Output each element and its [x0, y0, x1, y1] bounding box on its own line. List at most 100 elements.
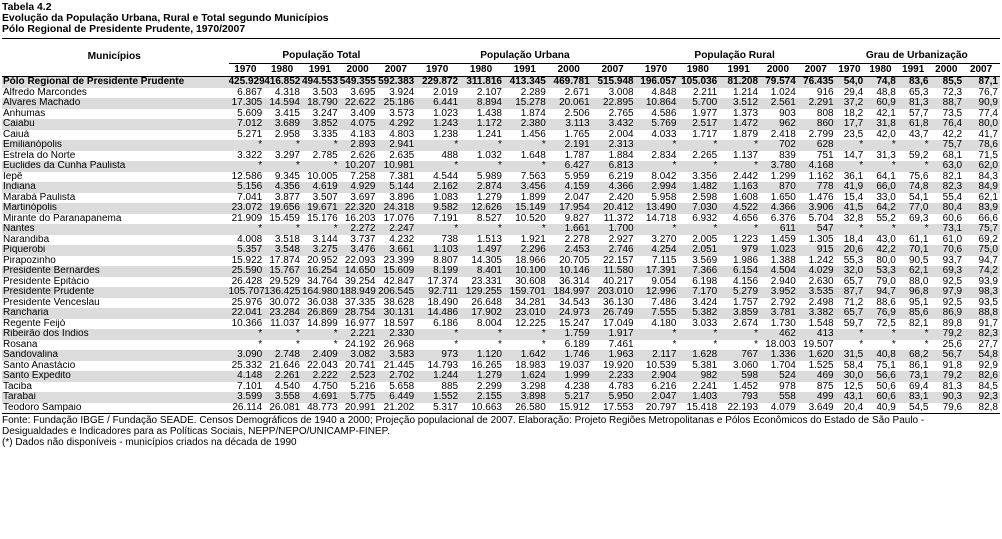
- cell: 1.552: [416, 392, 461, 403]
- cell: 808: [816, 108, 834, 119]
- cell: 20.705: [559, 255, 590, 266]
- cell: 547: [797, 224, 836, 235]
- cell: 1.650: [770, 192, 796, 203]
- cell: 60,6: [865, 392, 898, 403]
- cell: 916: [816, 87, 834, 98]
- cell: *: [498, 339, 502, 350]
- cell: 42,1: [876, 108, 896, 119]
- cell: 1.917: [591, 329, 636, 340]
- cell: 74,8: [897, 182, 931, 193]
- cell: 17.391: [635, 266, 679, 277]
- table-row: Rancharia 22.041 23.284 26.869 28.754 30.131 1…: [2, 308, 1000, 319]
- cell: 16.265: [471, 360, 502, 371]
- cell: 1.083: [433, 192, 459, 203]
- cell: 1.172: [460, 119, 504, 130]
- cell: 1.243: [416, 119, 461, 130]
- cell: 32,8: [843, 213, 864, 224]
- cell: 85,5: [930, 76, 965, 88]
- cell: 84,5: [978, 381, 998, 392]
- cell: 5.769: [635, 119, 679, 130]
- cell: 70,1: [897, 245, 931, 256]
- cell: 5.144: [377, 182, 417, 193]
- cell: *: [635, 329, 679, 340]
- cell: 2.958: [274, 129, 300, 140]
- table-row: Presidente Venceslau 25.976 30.072 36.038 37…: [2, 298, 1000, 309]
- cell: 12.225: [515, 318, 546, 329]
- cell: 93,9: [978, 276, 998, 287]
- cell: 4.803: [389, 129, 415, 140]
- cell: 3.008: [608, 87, 634, 98]
- cell: *: [835, 140, 866, 151]
- cell: 515.948: [591, 76, 636, 88]
- cell: 76,4: [930, 119, 965, 130]
- cell: 2.221: [339, 329, 378, 340]
- cell: 6.449: [377, 392, 417, 403]
- cell: 1.497: [460, 245, 504, 256]
- table-label: Tabela 4.2: [2, 2, 52, 13]
- cell: 6.216: [651, 381, 677, 392]
- cell: 75,0: [964, 245, 1000, 256]
- cell: 413.345: [503, 76, 548, 88]
- cell: 2.874: [460, 182, 504, 193]
- table-row: Santo Anastácio 25.332 21.646 22.043 20.741 2…: [2, 361, 1000, 372]
- cell: 34.281: [515, 297, 546, 308]
- cell: 90,5: [909, 255, 929, 266]
- cell: 89,8: [942, 318, 963, 329]
- cell: 3.298: [520, 381, 546, 392]
- cell: *: [460, 224, 504, 235]
- municipios-header: Municípios: [2, 38, 229, 77]
- row-name: Álvares Machado: [2, 98, 229, 109]
- cell: 20.412: [591, 203, 636, 214]
- cell: 74,2: [964, 266, 1000, 277]
- cell: 1.730: [770, 318, 796, 329]
- row-name: Pirapozinho: [3, 255, 56, 266]
- cell: 1.438: [476, 108, 502, 119]
- cell: 2.004: [608, 129, 634, 140]
- year-header: 2007: [964, 63, 1000, 77]
- cell: 4.783: [608, 381, 634, 392]
- cell: 229.872: [416, 76, 461, 88]
- cell: 75,7: [964, 224, 1000, 235]
- cell: 2.265: [692, 150, 718, 161]
- cell: 15.278: [503, 98, 548, 109]
- cell: 93,7: [942, 255, 963, 266]
- cell: 24.318: [377, 203, 417, 214]
- cell: 64,1: [876, 171, 896, 182]
- cell: 43,0: [876, 234, 896, 245]
- cell: 17.954: [547, 203, 592, 214]
- cell: 21.202: [377, 402, 417, 414]
- cell: 84,9: [964, 182, 1000, 193]
- cell: 978: [779, 381, 796, 392]
- cell: 18.966: [515, 255, 546, 266]
- table-row: Presidente Prudente 105.707 136.425 164.980…: [2, 287, 1000, 298]
- row-name: Santo Anastácio: [3, 360, 76, 371]
- cell: 3.661: [377, 245, 417, 256]
- row-name: Emilianópolis: [2, 140, 229, 151]
- cell: 1.608: [733, 192, 759, 203]
- cell: 5.357: [228, 245, 265, 256]
- cell: 2.047: [635, 392, 679, 403]
- cell: 1.299: [770, 171, 796, 182]
- cell: 2.671: [564, 87, 590, 98]
- cell: 1.921: [520, 234, 546, 245]
- cell: 48.773: [301, 402, 340, 414]
- cell: 3.780: [760, 161, 798, 172]
- cell: 56,6: [865, 371, 898, 382]
- cell: 15.247: [559, 318, 590, 329]
- cell: 87,1: [964, 76, 1000, 88]
- cell: 18,2: [843, 108, 864, 119]
- cell: 22.093: [344, 255, 376, 266]
- cell: 38.628: [383, 297, 415, 308]
- cell: *: [713, 339, 718, 350]
- cell: 55,4: [942, 192, 963, 203]
- cell: 2.278: [564, 234, 590, 245]
- row-name: Caiuá: [3, 129, 30, 140]
- cell: 15.459: [269, 213, 300, 224]
- cell: 1.244: [416, 371, 461, 382]
- cell: 2.674: [733, 318, 759, 329]
- cell: 469.781: [547, 76, 592, 88]
- cell: 28.754: [339, 308, 378, 319]
- cell: 92,9: [978, 360, 998, 371]
- cell: 1.642: [503, 350, 548, 361]
- cell: 73,1: [930, 224, 965, 235]
